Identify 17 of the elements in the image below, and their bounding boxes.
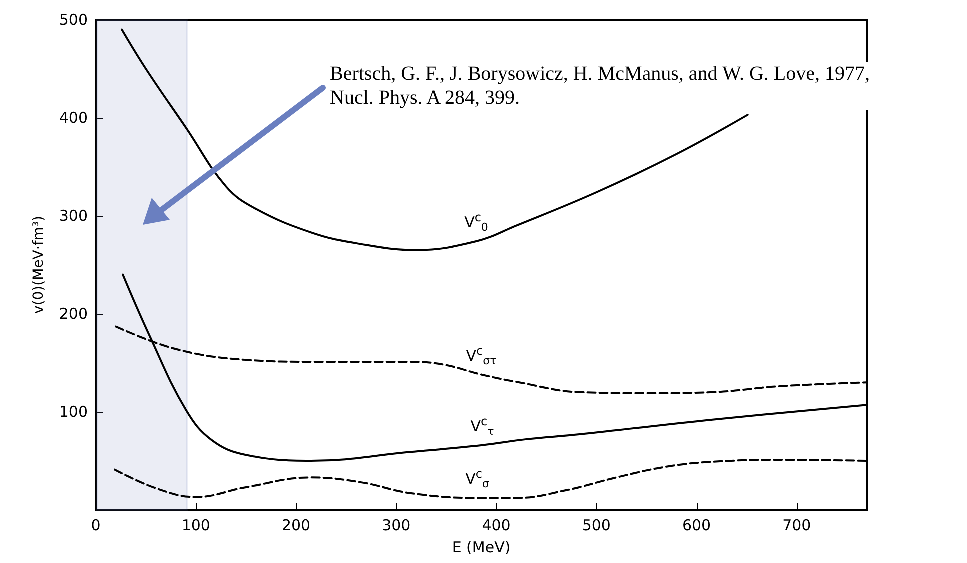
y-tick-label: 200 (59, 305, 88, 323)
x-tick-label: 300 (382, 516, 411, 534)
x-tick-label: 700 (782, 516, 812, 534)
x-tick-label: 600 (682, 516, 712, 534)
x-tick-label: 400 (482, 516, 511, 534)
y-tick-label: 300 (59, 207, 88, 225)
annotation: Bertsch, G. F., J. Borysowicz, H. McManus, and W. G. Love, 1977, Nucl. Phys. A 284, 399. (330, 63, 876, 109)
x-tick-label: 100 (182, 516, 210, 534)
x-tick-label: 200 (282, 516, 311, 534)
y-tick-label: 400 (59, 109, 88, 127)
y-tick-label: 100 (59, 403, 88, 421)
y-tick-label: 500 (59, 11, 88, 29)
x-axis-title: E (MeV) (452, 538, 511, 556)
line-series (121, 28, 749, 252)
x-tick-label: 0 (91, 516, 101, 534)
y-axis-title: v(0)(MeV·fm³) (31, 216, 47, 314)
x-tick-label: 500 (582, 516, 611, 534)
